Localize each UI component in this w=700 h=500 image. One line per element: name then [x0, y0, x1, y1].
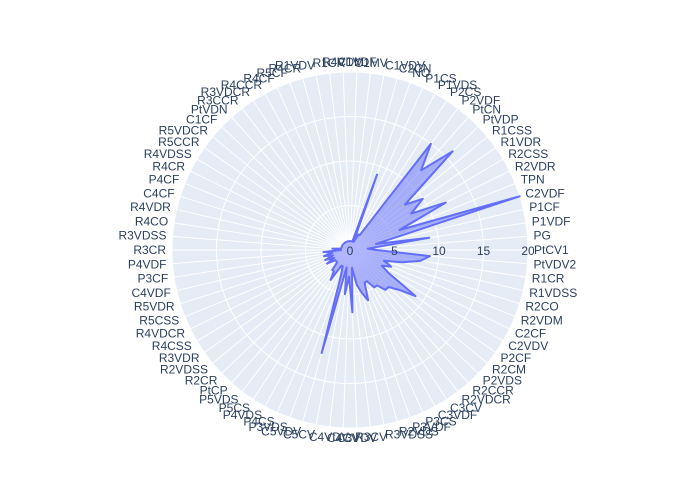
category-tick-label: C1MV: [354, 56, 387, 70]
category-tick-label: P4VDS: [223, 408, 262, 422]
category-tick-label: P3CS: [425, 415, 456, 429]
category-tick-label: R5CF: [256, 66, 287, 80]
radial-tick-label: 10: [432, 244, 446, 258]
category-tick-label: P5VDS: [199, 393, 238, 407]
category-tick-label: R4CR: [269, 62, 302, 76]
category-tick-label: R4VDSS: [144, 147, 192, 161]
category-tick-label: C2CN: [399, 62, 432, 76]
category-tick-label: C3VDV: [337, 431, 377, 445]
category-tick-label: R2CM: [492, 363, 526, 377]
category-tick-label: R2CSS: [508, 147, 548, 161]
category-tick-label: C4CV: [327, 431, 359, 445]
category-tick-label: P4CF: [149, 173, 180, 187]
category-tick-label: C2VDF: [525, 186, 564, 200]
category-tick-label: R2VDCR: [462, 393, 512, 407]
category-tick-label: P1CS: [425, 71, 456, 85]
category-tick-label: R3CV: [355, 430, 387, 444]
category-tick-label: P4VDF: [128, 257, 167, 271]
category-tick-label: C1VDV: [385, 58, 425, 72]
category-tick-label: R1VDV: [275, 58, 315, 72]
category-tick-label: NO: [412, 66, 430, 80]
radial-tick-labels: 0 5 10 15 20: [347, 244, 535, 258]
category-tick-label: R5VDCR: [159, 123, 209, 137]
category-tick-label: R3CCR: [197, 94, 239, 108]
radial-tick-label: 0: [347, 244, 354, 258]
radial-tick-label: 20: [521, 244, 535, 258]
series-area[interactable]: [320, 142, 521, 354]
category-tick-label: C4VDF: [131, 286, 170, 300]
category-tick-label: P2VDF: [462, 94, 501, 108]
category-tick-label: R4VDR: [130, 200, 171, 214]
category-tick-label: P3VDS: [248, 420, 287, 434]
category-tick-label: R3CR: [133, 243, 166, 257]
category-tick-label: R2CR: [185, 373, 218, 387]
category-tick-label: R4CR: [152, 160, 185, 174]
category-tick-label: R3VDSS: [385, 428, 433, 442]
radial-grid-ring: [216, 116, 484, 384]
radial-grid-ring: [260, 160, 440, 340]
category-tick-label: R2VDS: [399, 424, 439, 438]
category-tick-label: R1VDSS: [529, 286, 577, 300]
radial-tick-label: 15: [477, 244, 491, 258]
category-tick-label: C1CF: [186, 113, 217, 127]
category-tick-label: R5CCR: [158, 135, 200, 149]
category-tick-label: R3VDSS: [118, 229, 166, 243]
category-tick-label: R4VDM: [322, 55, 364, 69]
category-tick-label: PtVDN: [191, 103, 228, 117]
category-tick-label: P1VDF: [532, 214, 571, 228]
category-tick-label: R5VDR: [134, 300, 175, 314]
category-tick-label: C3CV: [450, 401, 482, 415]
radial-tick-label: 5: [391, 244, 398, 258]
category-tick-label: PtVDV2: [534, 257, 577, 271]
category-tick-label: R4CCR: [221, 78, 263, 92]
category-tick-label: C2VDV: [508, 339, 548, 353]
category-tick-label: R4CF: [243, 71, 274, 85]
category-tick-label: R3VDCR: [201, 85, 251, 99]
category-tick-label: P1CF: [529, 200, 560, 214]
category-tick-label: P4CS: [243, 415, 274, 429]
category-tick-label: R4CSS: [152, 339, 192, 353]
category-tick-label: C4CF: [143, 186, 174, 200]
category-tick-label: P2CS: [450, 85, 481, 99]
radial-grid-ring: [171, 71, 529, 429]
category-tick-label: R4CO: [135, 214, 168, 228]
category-tick-label: P2VDS: [483, 373, 522, 387]
category-tick-label: P3VDF: [412, 420, 451, 434]
category-tick-label: PtCP: [200, 383, 228, 397]
category-tick-label: PtVDP: [483, 113, 519, 127]
category-tick-label: P5CS: [219, 401, 250, 415]
category-tick-label: C4VDV: [309, 430, 349, 444]
category-tick-label: R1VDR: [501, 135, 542, 149]
category-tick-label: C3VDF: [438, 408, 477, 422]
category-tick-label: P3CF: [138, 272, 169, 286]
category-tick-label: PtCV1: [534, 243, 569, 257]
category-tick-label: PtCN: [472, 103, 501, 117]
category-tick-label: P2CF: [501, 351, 532, 365]
category-tick-label: R1CR: [532, 272, 565, 286]
category-tick-label: TPN: [521, 173, 545, 187]
category-tick-label: R2VDM: [521, 313, 563, 327]
category-tick-label: C5CV: [283, 428, 315, 442]
category-labels: PtCV1PGP1VDFP1CFC2VDFTPNR2VDRR2CSSR1VDRR…: [118, 55, 577, 445]
category-tick-label: R1CSS: [492, 123, 532, 137]
category-tick-label: R5CSS: [139, 313, 179, 327]
category-tick-label: C5VDV: [261, 424, 301, 438]
category-tick-label: R2VDSS: [160, 363, 208, 377]
category-tick-label: R2CO: [525, 300, 558, 314]
category-tick-label: R3VDR: [159, 351, 200, 365]
category-tick-label: C2CF: [515, 326, 546, 340]
category-tick-label: C1VDF: [337, 55, 376, 69]
category-tick-label: R1CR: [313, 56, 346, 70]
category-tick-label: P1VDS: [438, 78, 477, 92]
category-tick-label: R2CCR: [472, 383, 514, 397]
category-tick-label: R2VDR: [515, 160, 556, 174]
category-tick-label: R4VDCR: [136, 326, 186, 340]
category-tick-label: PG: [534, 229, 551, 243]
radial-grid: [171, 71, 529, 429]
